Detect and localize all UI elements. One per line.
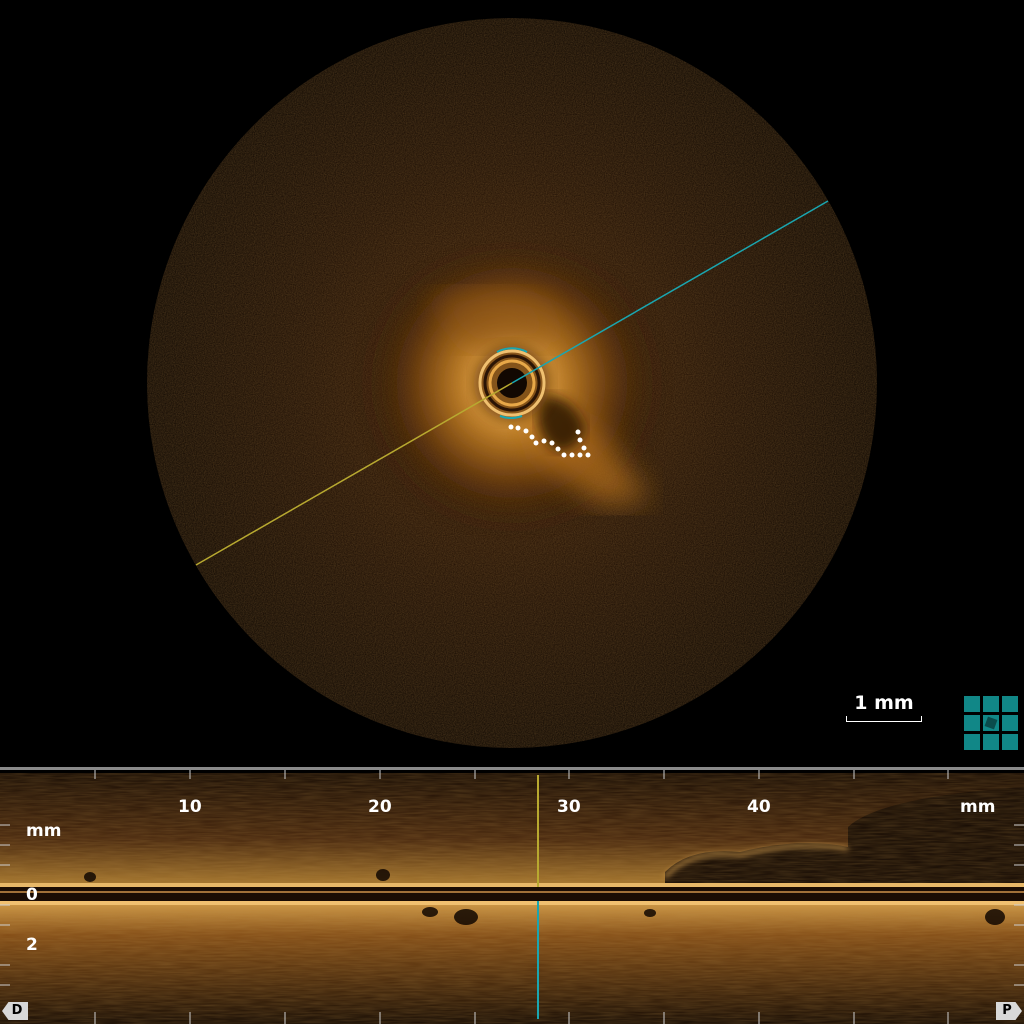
panel-divider <box>0 767 1024 770</box>
grid-cell <box>964 715 980 731</box>
y-tick-label: 2 <box>26 935 38 955</box>
y-unit-label: mm <box>26 821 62 841</box>
grid-cell <box>964 734 980 750</box>
x-tick-label: 20 <box>368 797 392 817</box>
cross-section-view[interactable]: 1 mm <box>0 0 1024 768</box>
scale-bar-label: 1 mm <box>854 692 914 714</box>
distal-end-button[interactable]: D <box>2 1002 28 1020</box>
grid-cell <box>983 734 999 750</box>
x-tick-label: 30 <box>557 797 581 817</box>
grid-3x3-icon[interactable] <box>964 696 1018 750</box>
scale-bar-line <box>846 716 922 722</box>
grid-cell <box>964 696 980 712</box>
x-tick-label: 10 <box>178 797 202 817</box>
longitudinal-view[interactable]: 10 20 30 40 mm mm 0 2 D P <box>0 767 1024 1024</box>
cross-section-image <box>147 18 877 748</box>
x-unit-label: mm <box>960 797 996 817</box>
grid-cell <box>1002 734 1018 750</box>
proximal-end-button[interactable]: P <box>996 1002 1022 1020</box>
y-tick-label: 0 <box>26 885 38 905</box>
grid-cell <box>1002 696 1018 712</box>
grid-cell-center <box>983 715 999 731</box>
scale-bar: 1 mm <box>844 692 924 732</box>
longitudinal-image <box>0 770 1024 1024</box>
grid-cell <box>983 696 999 712</box>
grid-cell <box>1002 715 1018 731</box>
x-tick-label: 40 <box>747 797 771 817</box>
